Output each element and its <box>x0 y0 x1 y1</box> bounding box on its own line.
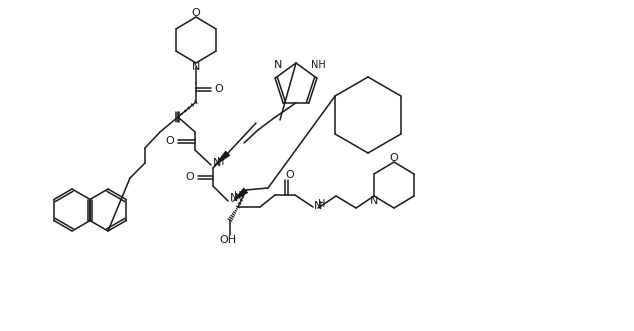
Text: N: N <box>213 158 221 168</box>
Text: O: O <box>286 170 294 180</box>
Polygon shape <box>231 187 249 203</box>
Text: H: H <box>234 191 242 201</box>
Text: H: H <box>318 199 325 209</box>
Text: O: O <box>165 136 174 146</box>
Text: OH: OH <box>219 235 236 245</box>
Text: O: O <box>390 153 398 163</box>
Text: N: N <box>192 62 200 72</box>
Text: N: N <box>230 193 238 203</box>
Text: N: N <box>370 196 378 206</box>
Text: O: O <box>191 8 200 18</box>
Text: N: N <box>314 201 322 211</box>
Text: O: O <box>215 84 223 94</box>
Text: O: O <box>186 172 195 182</box>
Text: H: H <box>217 157 224 167</box>
Polygon shape <box>213 151 230 167</box>
Text: NH: NH <box>311 60 325 70</box>
Text: N: N <box>274 60 282 70</box>
